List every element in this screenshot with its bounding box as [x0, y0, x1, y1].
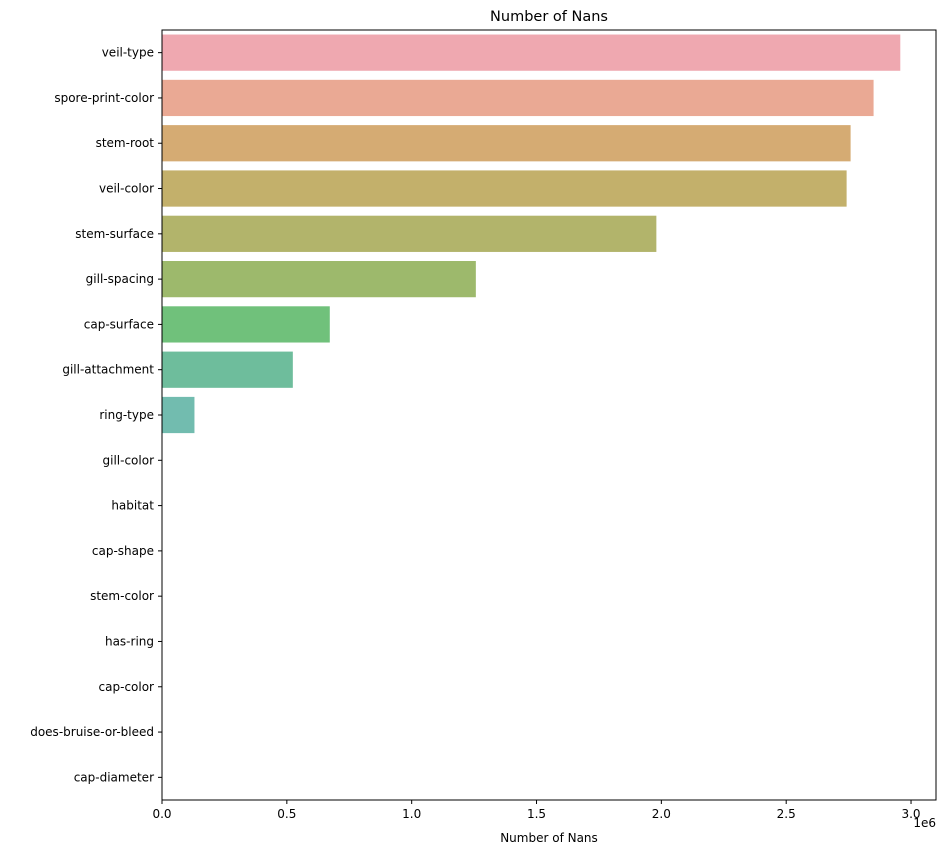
bar-gill-spacing: [162, 261, 476, 298]
y-tick-label: spore-print-color: [54, 91, 154, 105]
bar-ring-type: [162, 396, 195, 434]
y-tick-label: stem-surface: [75, 227, 154, 241]
bar-stem-root: [162, 125, 851, 162]
y-tick-label: does-bruise-or-bleed: [30, 725, 154, 739]
y-tick-label: veil-type: [102, 46, 154, 60]
bar-veil-color: [162, 170, 847, 207]
x-tick-label: 2.0: [652, 807, 671, 821]
bar-spore-print-color: [162, 79, 874, 117]
y-tick-label: cap-diameter: [74, 770, 154, 784]
bar-gill-attachment: [162, 351, 293, 388]
y-tick-label: gill-spacing: [86, 272, 154, 286]
plot-frame: [161, 29, 937, 801]
x-axis-ticks: 0.0 0.5 1.0 1.5 2.0 2.5 3.0: [152, 800, 921, 821]
bar-veil-type: [162, 34, 901, 71]
bar-cap-surface: [162, 306, 330, 343]
y-tick-label: cap-surface: [84, 317, 154, 331]
y-tick-label: gill-color: [103, 453, 155, 467]
x-axis-label: Number of Nans: [500, 831, 598, 845]
x-tick-label: 0.0: [152, 807, 171, 821]
x-tick-label: 0.5: [277, 807, 296, 821]
x-tick-label: 1.0: [402, 807, 421, 821]
bars-group: [162, 34, 901, 434]
chart-title: Number of Nans: [490, 9, 608, 25]
x-tick-label: 2.5: [777, 807, 796, 821]
x-axis-scale-label: 1e6: [913, 816, 936, 830]
bar-stem-surface: [162, 215, 657, 252]
y-tick-label: stem-root: [96, 136, 155, 150]
y-tick-label: stem-color: [90, 589, 154, 603]
y-axis-ticks: veil-type spore-print-color stem-root veil-…: [30, 46, 162, 784]
x-tick-label: 1.5: [527, 807, 546, 821]
y-tick-label: gill-attachment: [62, 363, 154, 377]
y-tick-label: veil-color: [99, 182, 154, 196]
y-tick-label: cap-color: [99, 680, 155, 694]
x-tick-label: 3.0: [901, 807, 920, 821]
y-tick-label: ring-type: [99, 408, 154, 422]
y-tick-label: has-ring: [105, 634, 154, 648]
y-tick-label: cap-shape: [92, 544, 154, 558]
y-tick-label: habitat: [111, 499, 154, 513]
